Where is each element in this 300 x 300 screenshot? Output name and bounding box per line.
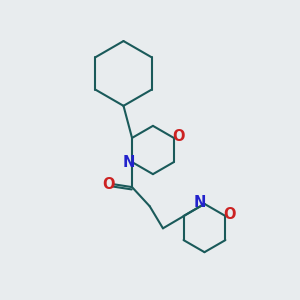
Text: O: O: [102, 177, 115, 192]
Text: O: O: [172, 129, 184, 144]
Text: N: N: [122, 154, 135, 169]
Text: O: O: [224, 207, 236, 222]
Text: N: N: [194, 195, 206, 210]
